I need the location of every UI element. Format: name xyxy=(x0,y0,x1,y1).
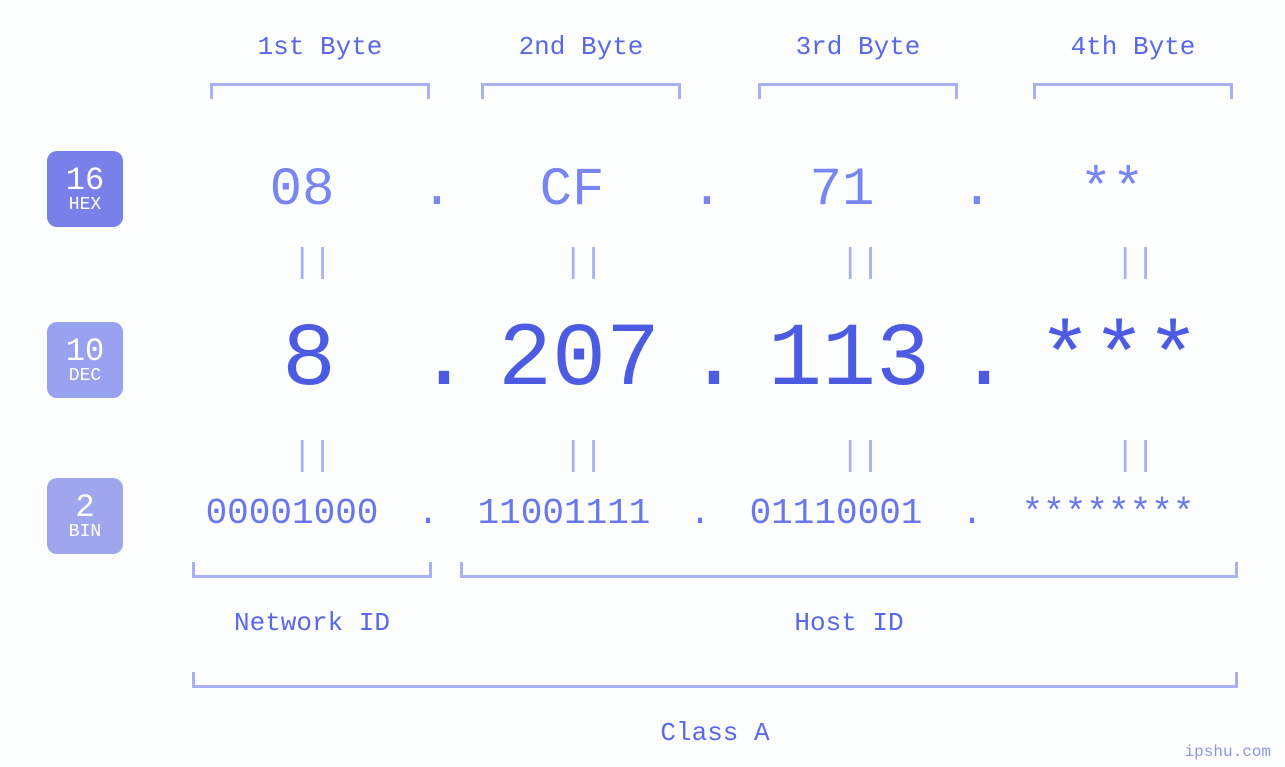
equals-1-3: || xyxy=(840,245,881,283)
label-network-id: Network ID xyxy=(192,608,432,638)
dec-byte-4: *** xyxy=(1025,310,1213,412)
hex-byte-1: 08 xyxy=(212,160,392,221)
dec-byte-3: 113 xyxy=(755,310,943,412)
dec-dot-2: . xyxy=(673,310,755,412)
badge-dec-base: 10 xyxy=(66,334,104,369)
bin-dot-3: . xyxy=(952,493,992,534)
bin-byte-1: 00001000 xyxy=(176,493,408,534)
bracket-top-3 xyxy=(758,83,958,99)
hex-dot-3: . xyxy=(932,160,1022,221)
label-host-id: Host ID xyxy=(460,608,1238,638)
bracket-class xyxy=(192,672,1238,688)
badge-dec-label: DEC xyxy=(69,367,101,387)
bracket-host-id xyxy=(460,562,1238,578)
bracket-top-4 xyxy=(1033,83,1233,99)
row-hex: 08 . CF . 71 . ** xyxy=(150,160,1266,221)
dec-dot-1: . xyxy=(403,310,485,412)
col-header-2: 2nd Byte xyxy=(481,32,681,62)
equals-1-1: || xyxy=(292,245,333,283)
equals-2-4: || xyxy=(1115,438,1156,476)
hex-byte-2: CF xyxy=(482,160,662,221)
bin-byte-3: 01110001 xyxy=(720,493,952,534)
hex-byte-4: ** xyxy=(1022,160,1202,221)
bin-byte-2: 11001111 xyxy=(448,493,680,534)
equals-1-2: || xyxy=(563,245,604,283)
badge-bin: 2 BIN xyxy=(47,478,123,554)
dec-byte-2: 207 xyxy=(485,310,673,412)
hex-dot-2: . xyxy=(662,160,752,221)
bracket-top-1 xyxy=(210,83,430,99)
col-header-3: 3rd Byte xyxy=(758,32,958,62)
col-header-1: 1st Byte xyxy=(210,32,430,62)
watermark: ipshu.com xyxy=(1185,743,1271,761)
badge-bin-base: 2 xyxy=(75,490,94,525)
badge-hex-base: 16 xyxy=(66,163,104,198)
bin-dot-1: . xyxy=(408,493,448,534)
equals-2-2: || xyxy=(563,438,604,476)
col-header-4: 4th Byte xyxy=(1033,32,1233,62)
badge-dec: 10 DEC xyxy=(47,322,123,398)
badge-hex: 16 HEX xyxy=(47,151,123,227)
bracket-top-2 xyxy=(481,83,681,99)
bin-dot-2: . xyxy=(680,493,720,534)
hex-byte-3: 71 xyxy=(752,160,932,221)
badge-hex-label: HEX xyxy=(69,196,101,216)
dec-byte-1: 8 xyxy=(215,310,403,412)
equals-1-4: || xyxy=(1115,245,1156,283)
equals-2-3: || xyxy=(840,438,881,476)
dec-dot-3: . xyxy=(943,310,1025,412)
row-bin: 00001000 . 11001111 . 01110001 . *******… xyxy=(150,493,1266,534)
equals-2-1: || xyxy=(292,438,333,476)
hex-dot-1: . xyxy=(392,160,482,221)
row-dec: 8 . 207 . 113 . *** xyxy=(150,310,1266,412)
label-class: Class A xyxy=(192,718,1238,748)
bin-byte-4: ******** xyxy=(992,493,1224,534)
bracket-network-id xyxy=(192,562,432,578)
badge-bin-label: BIN xyxy=(69,523,101,543)
